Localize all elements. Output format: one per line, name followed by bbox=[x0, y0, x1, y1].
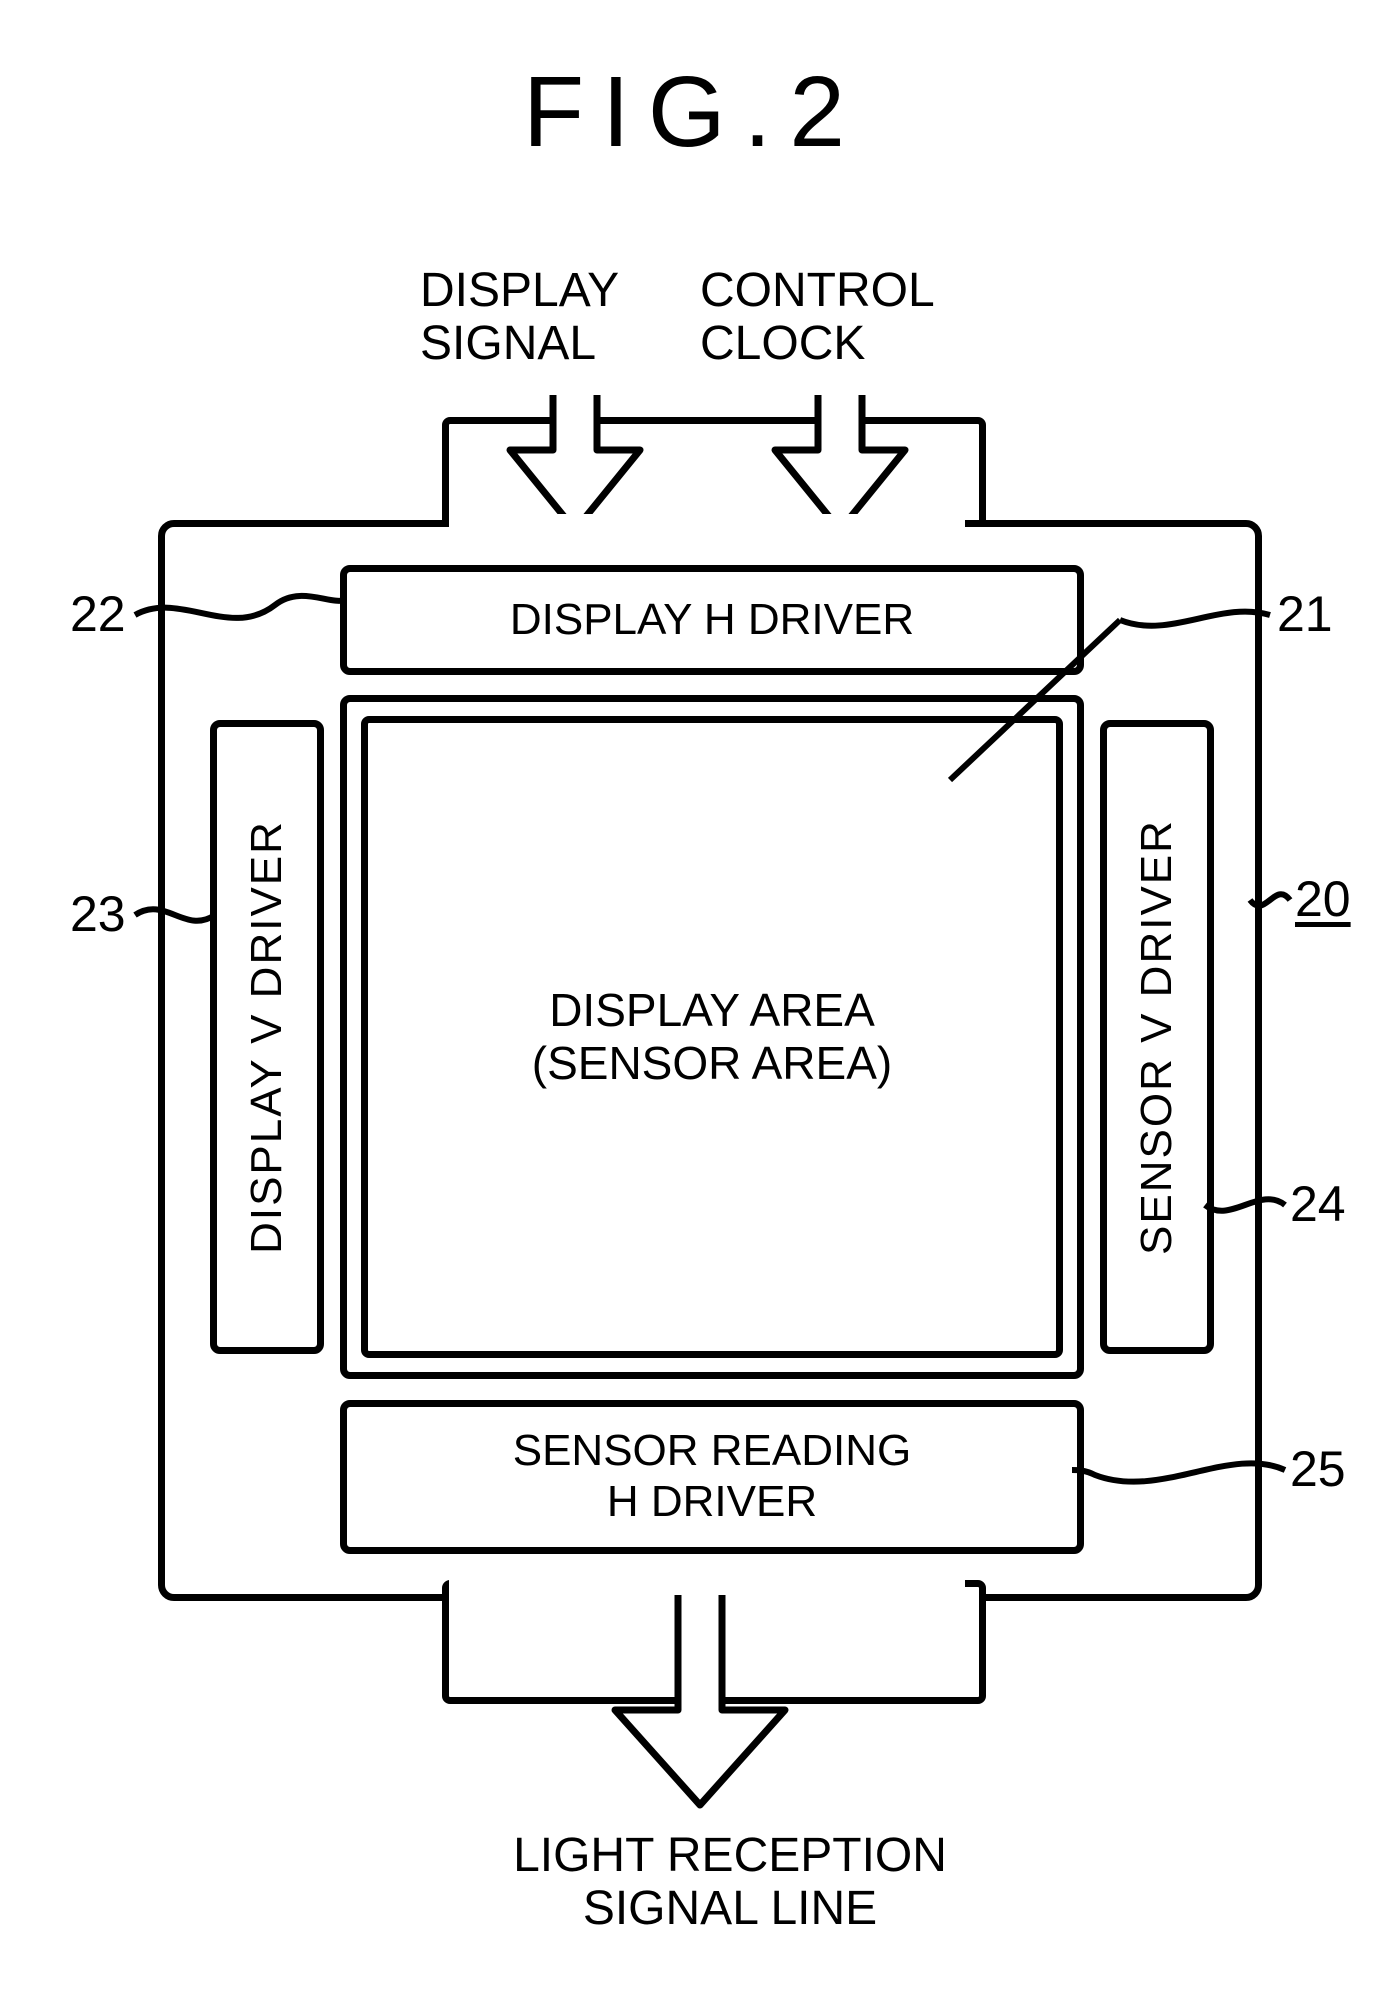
ref-23: 23 bbox=[70, 885, 126, 943]
block-label: SENSOR V DRIVER bbox=[1132, 819, 1182, 1255]
block-label: H DRIVER bbox=[607, 1477, 817, 1526]
label-line: LIGHT RECEPTION bbox=[513, 1829, 947, 1882]
bottom-label-light-reception: LIGHT RECEPTION SIGNAL LINE bbox=[470, 1830, 990, 1936]
ref-24: 24 bbox=[1290, 1175, 1346, 1233]
block-display-area-inner: DISPLAY AREA (SENSOR AREA) bbox=[361, 716, 1063, 1358]
ref-25: 25 bbox=[1290, 1440, 1346, 1498]
block-display-v-driver: DISPLAY V DRIVER bbox=[210, 720, 324, 1354]
figure-canvas: FIG.2 DISPLAY SIGNAL CONTROL CLOCK DISPL… bbox=[0, 0, 1386, 2005]
block-label: DISPLAY V DRIVER bbox=[242, 820, 292, 1254]
label-line: SIGNAL LINE bbox=[583, 1882, 877, 1935]
block-display-area-outer: DISPLAY AREA (SENSOR AREA) bbox=[340, 695, 1084, 1379]
block-sensor-v-driver: SENSOR V DRIVER bbox=[1100, 720, 1214, 1354]
block-label: DISPLAY AREA bbox=[549, 984, 875, 1036]
top-label-control-clock: CONTROL CLOCK bbox=[700, 265, 935, 371]
ref-22: 22 bbox=[70, 585, 126, 643]
block-display-h-driver: DISPLAY H DRIVER bbox=[340, 565, 1084, 675]
figure-title: FIG.2 bbox=[0, 55, 1386, 170]
ref-21: 21 bbox=[1277, 585, 1333, 643]
top-label-display-signal: DISPLAY SIGNAL bbox=[420, 265, 619, 371]
ref-20: 20 bbox=[1295, 870, 1351, 928]
label-line: DISPLAY bbox=[420, 264, 619, 317]
block-label: SENSOR READING bbox=[513, 1426, 912, 1475]
block-label: (SENSOR AREA) bbox=[532, 1037, 892, 1089]
label-line: SIGNAL bbox=[420, 317, 596, 370]
block-sensor-reading-h-driver: SENSOR READING H DRIVER bbox=[340, 1400, 1084, 1554]
label-line: CONTROL bbox=[700, 264, 935, 317]
label-line: CLOCK bbox=[700, 317, 865, 370]
block-label: DISPLAY H DRIVER bbox=[510, 595, 914, 646]
bottom-arrow-frame bbox=[442, 1580, 986, 1704]
